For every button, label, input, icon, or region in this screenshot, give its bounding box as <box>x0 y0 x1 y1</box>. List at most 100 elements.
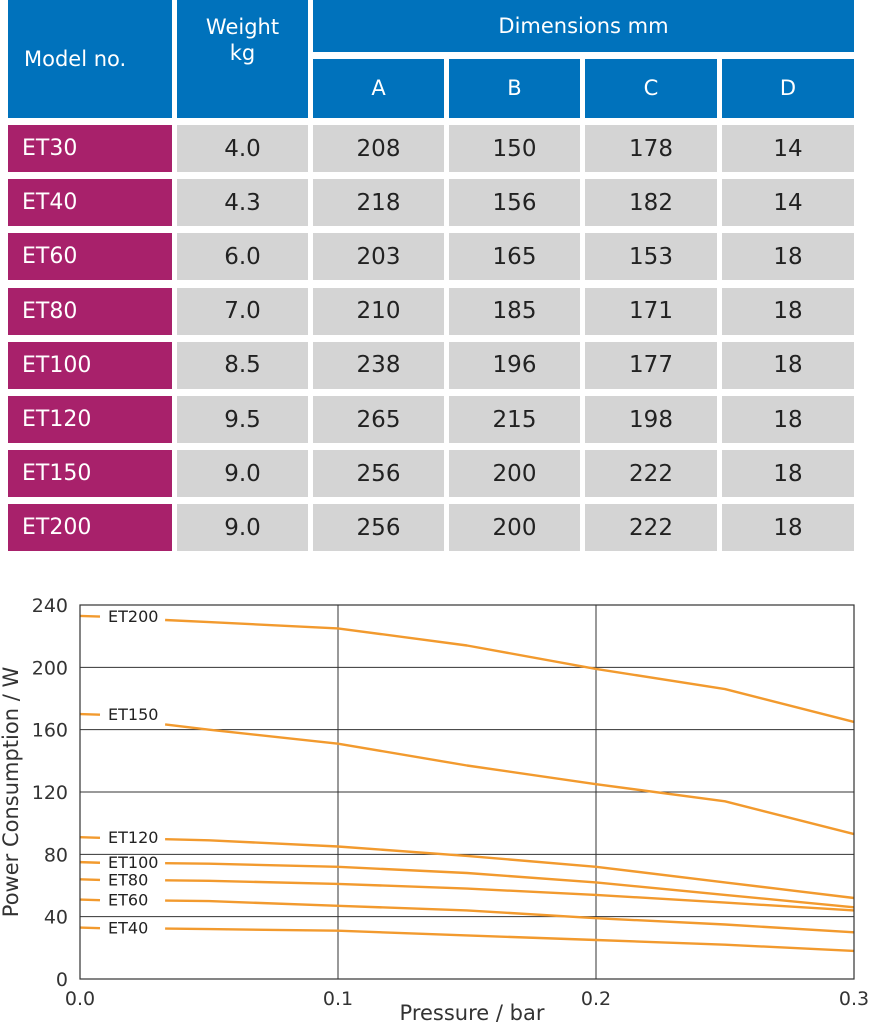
model-cell: ET200 <box>8 504 172 552</box>
series-et150 <box>79 712 855 836</box>
series-et60 <box>79 898 855 934</box>
y-tick-label: 120 <box>32 782 68 804</box>
header-dim-c: C <box>585 59 717 118</box>
series-stub <box>79 926 101 930</box>
header-dim-a: A <box>313 59 444 118</box>
header-dimensions-label: Dimensions mm <box>498 13 669 38</box>
x-axis-title: Pressure / bar <box>400 1001 545 1024</box>
series-label: ET80 <box>108 870 148 889</box>
series-line <box>165 927 855 953</box>
dimension-cell: 238 <box>313 341 444 389</box>
weight-cell: 4.0 <box>177 125 308 172</box>
y-axis-title: Power Consumption / W <box>0 667 23 918</box>
dimension-cell: 182 <box>585 179 717 227</box>
series-et80 <box>79 878 855 912</box>
dimension-cell: 18 <box>722 450 854 498</box>
grid <box>80 605 854 979</box>
series-et40 <box>79 926 855 953</box>
dimension-cell: 18 <box>722 396 854 443</box>
dimension-cell: 208 <box>313 125 444 172</box>
series-stub <box>79 878 101 882</box>
weight-cell: 9.0 <box>177 450 308 498</box>
dimension-cell: 256 <box>313 450 444 498</box>
dimension-cell: 165 <box>449 233 580 281</box>
series-line <box>165 618 855 724</box>
dimension-cell: 196 <box>449 341 580 389</box>
series-line <box>165 838 855 900</box>
y-tick-label: 200 <box>32 657 68 679</box>
series-label: ET40 <box>108 919 148 938</box>
header-dimensions: Dimensions mm <box>313 0 854 52</box>
series-et100 <box>79 860 855 909</box>
dimension-cell: 178 <box>585 125 717 172</box>
plot-frame <box>79 604 855 980</box>
x-tick-label: 0.3 <box>839 988 869 1010</box>
model-cell: ET100 <box>8 341 172 389</box>
x-tick-label: 0.0 <box>65 988 95 1010</box>
series-stub <box>79 712 101 716</box>
series-label: ET150 <box>108 705 158 724</box>
dimension-cell: 198 <box>585 396 717 443</box>
dimension-cell: 218 <box>313 179 444 227</box>
dimension-cell: 256 <box>313 504 444 552</box>
dimension-cell: 18 <box>722 287 854 335</box>
header-weight-label: Weight kg <box>205 15 280 66</box>
series-et200 <box>79 614 855 724</box>
model-cell: ET60 <box>8 233 172 281</box>
dimension-cell: 200 <box>449 450 580 498</box>
series-line <box>165 899 855 934</box>
axes: 0 40 80 120 160 200 240 0.0 0.1 0.2 0.3 <box>32 595 869 1010</box>
series-line <box>164 723 855 836</box>
model-cell: ET40 <box>8 179 172 227</box>
dimension-cell: 265 <box>313 396 444 443</box>
weight-cell: 7.0 <box>177 287 308 335</box>
dimension-cell: 18 <box>722 504 854 552</box>
series-label: ET200 <box>108 607 158 626</box>
weight-cell: 9.0 <box>177 504 308 552</box>
model-cell: ET30 <box>8 125 172 172</box>
series-stub <box>79 898 101 902</box>
y-tick-label: 0 <box>56 969 68 991</box>
x-tick-label: 0.2 <box>581 988 611 1010</box>
header-model: Model no. <box>8 0 172 118</box>
model-cell: ET120 <box>8 396 172 443</box>
dimension-cell: 153 <box>585 233 717 281</box>
y-tick-label: 80 <box>44 844 68 866</box>
dimension-cell: 177 <box>585 341 717 389</box>
dimension-cell: 210 <box>313 287 444 335</box>
dimension-cell: 200 <box>449 504 580 552</box>
dimension-cell: 14 <box>722 179 854 227</box>
dimension-cell: 14 <box>722 125 854 172</box>
series-lines <box>79 614 855 953</box>
weight-cell: 6.0 <box>177 233 308 281</box>
dimension-cell: 18 <box>722 233 854 281</box>
header-weight: Weight kg <box>177 0 308 118</box>
dimension-cell: 171 <box>585 287 717 335</box>
x-tick-label: 0.1 <box>323 988 353 1010</box>
dimension-cell: 156 <box>449 179 580 227</box>
series-line <box>165 879 855 912</box>
series-label: ET60 <box>108 891 148 910</box>
header-model-label: Model no. <box>24 46 127 71</box>
power-consumption-chart: 0 40 80 120 160 200 240 0.0 0.1 0.2 0.3 ET200 ET150… <box>0 595 869 1024</box>
dimension-cell: 222 <box>585 504 717 552</box>
header-dim-d: D <box>722 59 854 118</box>
weight-cell: 4.3 <box>177 179 308 227</box>
series-stub <box>79 835 101 840</box>
dimension-cell: 215 <box>449 396 580 443</box>
series-label: ET100 <box>108 853 158 872</box>
series-stub <box>79 860 101 864</box>
model-cell: ET80 <box>8 287 172 335</box>
y-tick-label: 160 <box>32 720 68 742</box>
header-dim-b: B <box>449 59 580 118</box>
dimension-cell: 203 <box>313 233 444 281</box>
series-line <box>165 862 855 909</box>
dimension-cell: 222 <box>585 450 717 498</box>
y-tick-label: 240 <box>32 595 68 617</box>
series-label: ET120 <box>108 828 158 847</box>
dimension-cell: 150 <box>449 125 580 172</box>
series-stub <box>79 614 101 618</box>
weight-cell: 8.5 <box>177 341 308 389</box>
